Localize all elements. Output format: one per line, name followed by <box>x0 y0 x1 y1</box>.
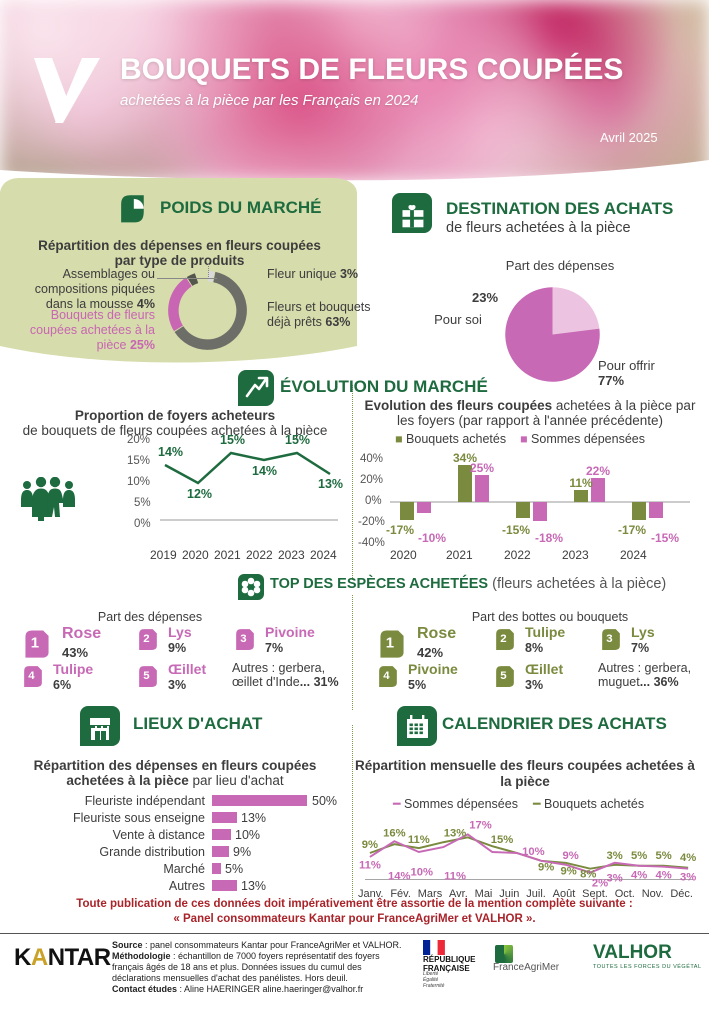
svg-text:17%: 17% <box>469 820 492 832</box>
svg-text:3: 3 <box>240 633 246 645</box>
svg-text:3%: 3% <box>607 850 623 862</box>
svg-text:-18%: -18% <box>535 531 563 545</box>
svg-text:13%: 13% <box>444 827 467 839</box>
svg-text:25%: 25% <box>470 461 494 475</box>
svg-text:10%: 10% <box>411 867 434 879</box>
svg-text:10%: 10% <box>522 846 545 858</box>
svg-text:1: 1 <box>386 634 394 651</box>
svg-text:9%: 9% <box>561 866 577 878</box>
svg-text:11%: 11% <box>359 860 381 872</box>
svg-text:2: 2 <box>143 633 149 645</box>
svg-text:1: 1 <box>31 634 39 651</box>
svg-text:5: 5 <box>143 670 150 682</box>
svg-text:4: 4 <box>383 670 390 682</box>
svg-text:5: 5 <box>500 670 507 682</box>
svg-text:14%: 14% <box>158 445 183 459</box>
svg-text:-15%: -15% <box>651 531 679 545</box>
svg-text:5%: 5% <box>631 850 647 862</box>
svg-text:4%: 4% <box>655 869 671 881</box>
svg-text:9%: 9% <box>562 850 578 862</box>
svg-text:15%: 15% <box>491 834 514 846</box>
svg-text:11%: 11% <box>569 476 593 490</box>
svg-text:-10%: -10% <box>418 531 446 545</box>
svg-text:16%: 16% <box>383 827 406 839</box>
svg-text:14%: 14% <box>388 870 411 882</box>
svg-text:4: 4 <box>28 670 35 682</box>
svg-text:12%: 12% <box>187 487 212 501</box>
svg-text:4%: 4% <box>680 852 696 864</box>
svg-text:15%: 15% <box>220 433 245 447</box>
svg-text:9%: 9% <box>538 862 554 874</box>
svg-text:-17%: -17% <box>618 523 646 537</box>
svg-text:3%: 3% <box>607 872 623 884</box>
svg-text:3%: 3% <box>680 871 696 883</box>
svg-text:15%: 15% <box>285 433 310 447</box>
svg-text:-17%: -17% <box>386 523 414 537</box>
svg-text:5%: 5% <box>655 850 671 862</box>
svg-text:-15%: -15% <box>502 523 530 537</box>
svg-text:3: 3 <box>606 633 612 645</box>
svg-text:9%: 9% <box>362 839 378 851</box>
svg-text:13%: 13% <box>318 477 343 491</box>
svg-text:14%: 14% <box>252 464 277 478</box>
svg-text:11%: 11% <box>444 870 466 882</box>
svg-text:2: 2 <box>500 633 506 645</box>
svg-text:22%: 22% <box>586 464 610 478</box>
svg-text:4%: 4% <box>631 869 647 881</box>
svg-text:11%: 11% <box>408 834 430 846</box>
